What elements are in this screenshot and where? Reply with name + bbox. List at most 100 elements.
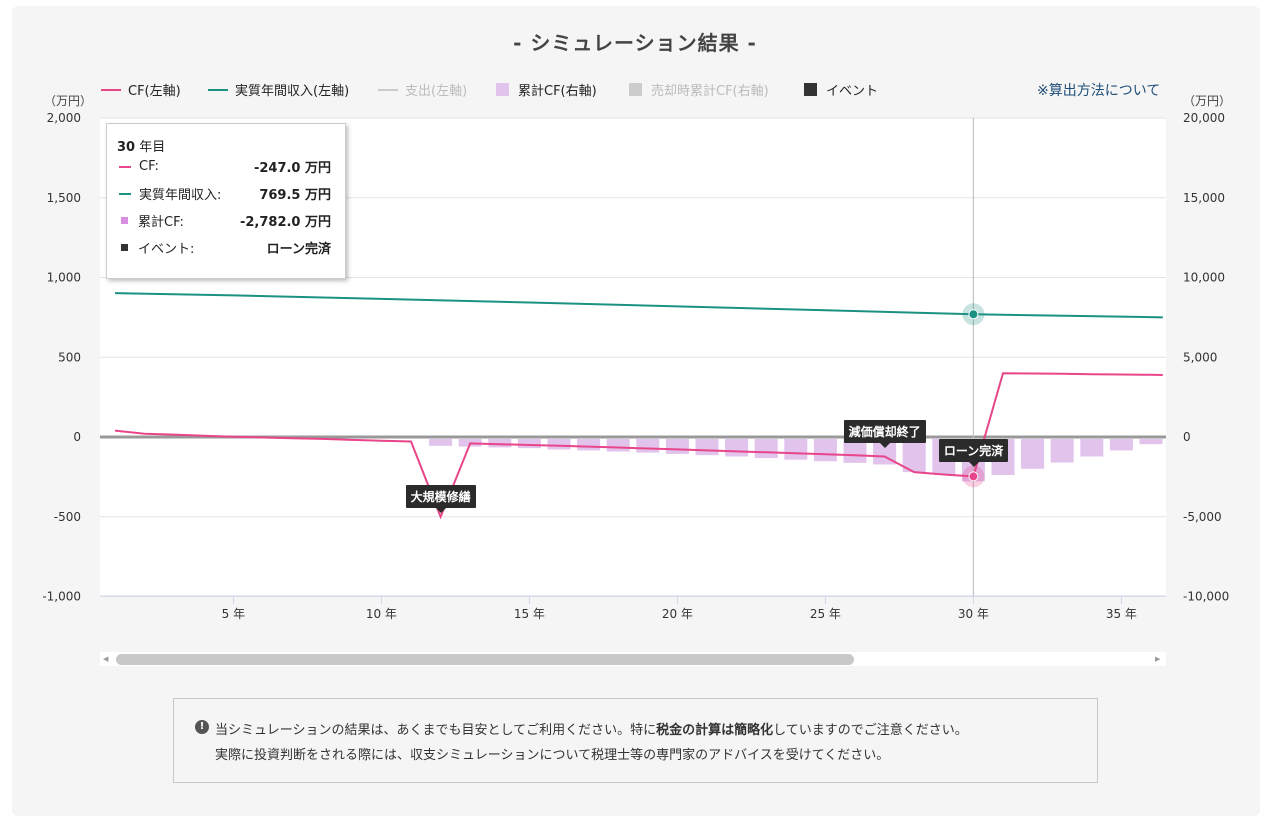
tooltip-value: -247.0 万円 [253,161,331,176]
tooltip-year: 30 [117,140,136,155]
legend-line-swatch [208,88,228,91]
tooltip-label: 累計CF: [138,215,184,230]
legend-label: 売却時累計CF(右軸) [651,84,769,99]
tooltip-row: 実質年間収入: 769.5 万円 [119,184,331,203]
disclaimer-line-1: 当シミュレーションの結果は、あくまでも目安としてご利用ください。特に税金の計算は… [215,719,968,738]
right-axis-tick: -10,000 [1183,590,1229,604]
legend-box-swatch [804,83,817,96]
left-axis-unit: （万円） [44,94,93,108]
legend-label: CF(左軸) [128,84,181,99]
x-axis-tick: 25 年 [810,607,841,621]
left-axis-tick: 1,500 [47,191,81,205]
left-axis-tick: 0 [73,430,81,444]
tooltip-label: 実質年間収入: [139,188,222,203]
cumulative-cf-bar [606,439,630,452]
cumulative-cf-bar [488,439,512,448]
cumulative-cf-bar [695,439,719,456]
cumulative-cf-bar [1050,439,1074,463]
cumulative-cf-bar [754,439,778,459]
tooltip-row: イベント: ローン完済 [119,238,331,257]
cumulative-cf-bar [547,439,571,450]
right-axis-tick: -5,000 [1183,510,1222,524]
disclaimer-box: ! 当シミュレーションの結果は、あくまでも目安としてご利用ください。特に税金の計… [173,698,1098,783]
legend-line-swatch [101,88,121,91]
cumulative-cf-bar [725,439,749,457]
event-label: 大規模修繕 [405,484,476,513]
cumulative-cf-bar [636,439,660,453]
disclaimer-text-c: していますのでご注意ください。 [773,723,968,738]
x-axis-tick: 35 年 [1106,607,1137,621]
legend-item[interactable]: CF(左軸) [101,80,181,99]
legend-item[interactable]: 支出(左軸) [378,80,467,99]
series-line [114,372,1163,520]
legend-item[interactable]: イベント [804,80,878,99]
cumulative-cf-bar [665,439,689,454]
cumulative-cf-bar [1109,439,1133,451]
exclamation-circle-icon: ! [195,720,209,734]
scroll-right-arrow[interactable]: ▶ [1155,655,1161,663]
legend-label: 支出(左軸) [405,84,468,99]
legend-label: イベント [826,84,879,99]
tooltip-value: 769.5 万円 [259,188,331,203]
x-axis-tick: 30 年 [958,607,989,621]
right-axis-tick: 15,000 [1183,191,1225,205]
right-axis-tick: 0 [1183,430,1191,444]
x-axis-tick: 15 年 [514,607,545,621]
tooltip-label: イベント: [138,242,195,257]
cumulative-cf-bar [1139,439,1163,445]
right-axis-unit: （万円） [1183,94,1232,108]
tooltip-line-marker [119,192,131,195]
legend-label: 実質年間収入(左軸) [235,84,350,99]
hover-point [968,471,979,482]
tooltip-year-suffix: 年目 [135,140,166,155]
cumulative-cf-bar [429,439,453,446]
tooltip-value: -2,782.0 万円 [239,215,331,230]
legend-label: 累計CF(右軸) [518,84,597,99]
legend-box-swatch [496,83,509,96]
x-axis-tick: 20 年 [662,607,693,621]
cumulative-cf-bar [517,439,541,449]
cumulative-cf-bar [902,439,926,473]
tooltip-value: ローン完済 [266,242,331,257]
tooltip-square-marker [121,244,128,251]
left-axis-tick: -500 [54,510,81,524]
cumulative-cf-bar [577,439,601,451]
cumulative-cf-bar [1021,439,1045,469]
simulation-chart[interactable]: -1,000 -500 0 500 1,000 1,500 2,000 -10,000 -5,0… [0,0,1280,650]
chart-tooltip: 30 年目 CF: -247.0 万円実質年間収入: 769.5 万円累計CF: -2… [106,123,346,279]
cumulative-cf-bar [813,439,837,462]
tooltip-title: 30 年目 [117,136,165,155]
tooltip-row: CF: -247.0 万円 [119,157,331,176]
cumulative-cf-bar [784,439,808,460]
legend-line-swatch [378,88,398,91]
calculation-method-link[interactable]: ※算出方法について [1037,83,1161,99]
right-axis-tick: 5,000 [1183,350,1217,364]
section-title: - シミュレーション結果 - [513,31,757,55]
tooltip-square-marker [121,217,128,224]
series-line [114,292,1163,319]
disclaimer-text-a: 当シミュレーションの結果は、あくまでも目安としてご利用ください。特に [215,723,657,738]
legend-item[interactable]: 売却時累計CF(右軸) [629,80,769,99]
cumulative-cf-bar [843,439,867,463]
disclaimer-line-2: 実際に投資判断をされる際には、収支シミュレーションについて税理士等の専門家のアド… [215,748,890,763]
scrollbar-thumb[interactable] [116,654,854,665]
left-axis-tick: 1,000 [47,271,81,285]
legend-box-swatch [629,83,642,96]
scroll-left-arrow[interactable]: ◀ [103,655,109,663]
tooltip-row: 累計CF: -2,782.0 万円 [119,211,331,230]
disclaimer-emphasis: 税金の計算は簡略化 [656,723,774,738]
right-axis-tick: 10,000 [1183,271,1225,285]
x-axis-tick: 10 年 [366,607,397,621]
x-axis-tick: 5 年 [222,607,245,621]
event-label: 減価償却終了 [843,420,926,449]
legend-item[interactable]: 実質年間収入(左軸) [208,80,349,99]
left-axis-tick: -1,000 [42,590,81,604]
hover-point [968,309,979,320]
right-axis-tick: 20,000 [1183,111,1225,125]
tooltip-label: CF: [139,159,159,174]
left-axis-tick: 2,000 [47,111,81,125]
event-label: ローン完済 [938,439,1009,468]
cumulative-cf-bar [873,439,897,465]
tooltip-line-marker [119,165,131,168]
legend-item[interactable]: 累計CF(右軸) [496,80,597,99]
